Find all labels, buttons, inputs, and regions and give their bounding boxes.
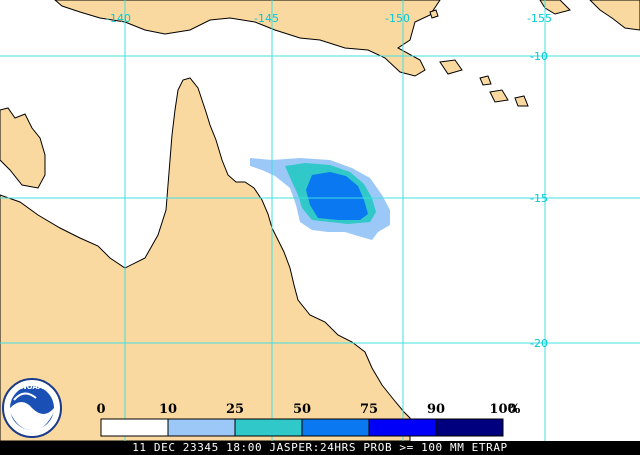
legend-tick-75: 75 — [360, 402, 378, 417]
island-6 — [479, 75, 492, 86]
lon-label-140: -140 — [106, 12, 131, 25]
legend-bin-90-100 — [435, 418, 504, 437]
gulf-coast-islands — [0, 107, 46, 189]
noaa-logo-text: NOAA — [21, 383, 44, 391]
lon-label-150: -150 — [385, 12, 410, 25]
legend-bin-50-75 — [301, 418, 370, 437]
legend-colorbar — [100, 418, 504, 437]
legend-tick-0: 0 — [96, 402, 105, 417]
prob-50-75-area — [306, 172, 368, 220]
lat-label-20: -20 — [530, 337, 548, 350]
legend-unit: % — [508, 402, 521, 417]
lon-label-145: -145 — [254, 12, 279, 25]
caption-bar: 11 DEC 23345 18:00 JASPER:24HRS PROB >= … — [0, 441, 640, 455]
legend-bin-75-90 — [368, 418, 437, 437]
island-2 — [589, 0, 640, 31]
island-1 — [539, 0, 571, 15]
legend-tick-25: 25 — [226, 402, 244, 417]
legend-tick-100: 100 — [489, 402, 516, 417]
island-3 — [439, 59, 463, 75]
australia-landmass — [0, 77, 411, 442]
lat-label-15: -15 — [530, 192, 548, 205]
legend-bin-0-10 — [100, 418, 169, 437]
legend-ticks: 0 10 25 50 75 90 100 — [96, 402, 516, 417]
legend-tick-90: 90 — [427, 402, 445, 417]
lat-label-10: -10 — [530, 50, 548, 63]
island-7 — [429, 9, 439, 19]
legend-tick-50: 50 — [293, 402, 311, 417]
new-guinea-landmass — [54, 0, 441, 77]
island-4 — [489, 89, 509, 103]
island-5 — [514, 95, 529, 107]
legend-bin-25-50 — [234, 418, 303, 437]
lon-label-155: -155 — [527, 12, 552, 25]
legend-bin-10-25 — [167, 418, 236, 437]
lat-lon-grid — [0, 0, 640, 441]
noaa-logo: NOAA — [2, 378, 62, 438]
legend-tick-10: 10 — [159, 402, 177, 417]
